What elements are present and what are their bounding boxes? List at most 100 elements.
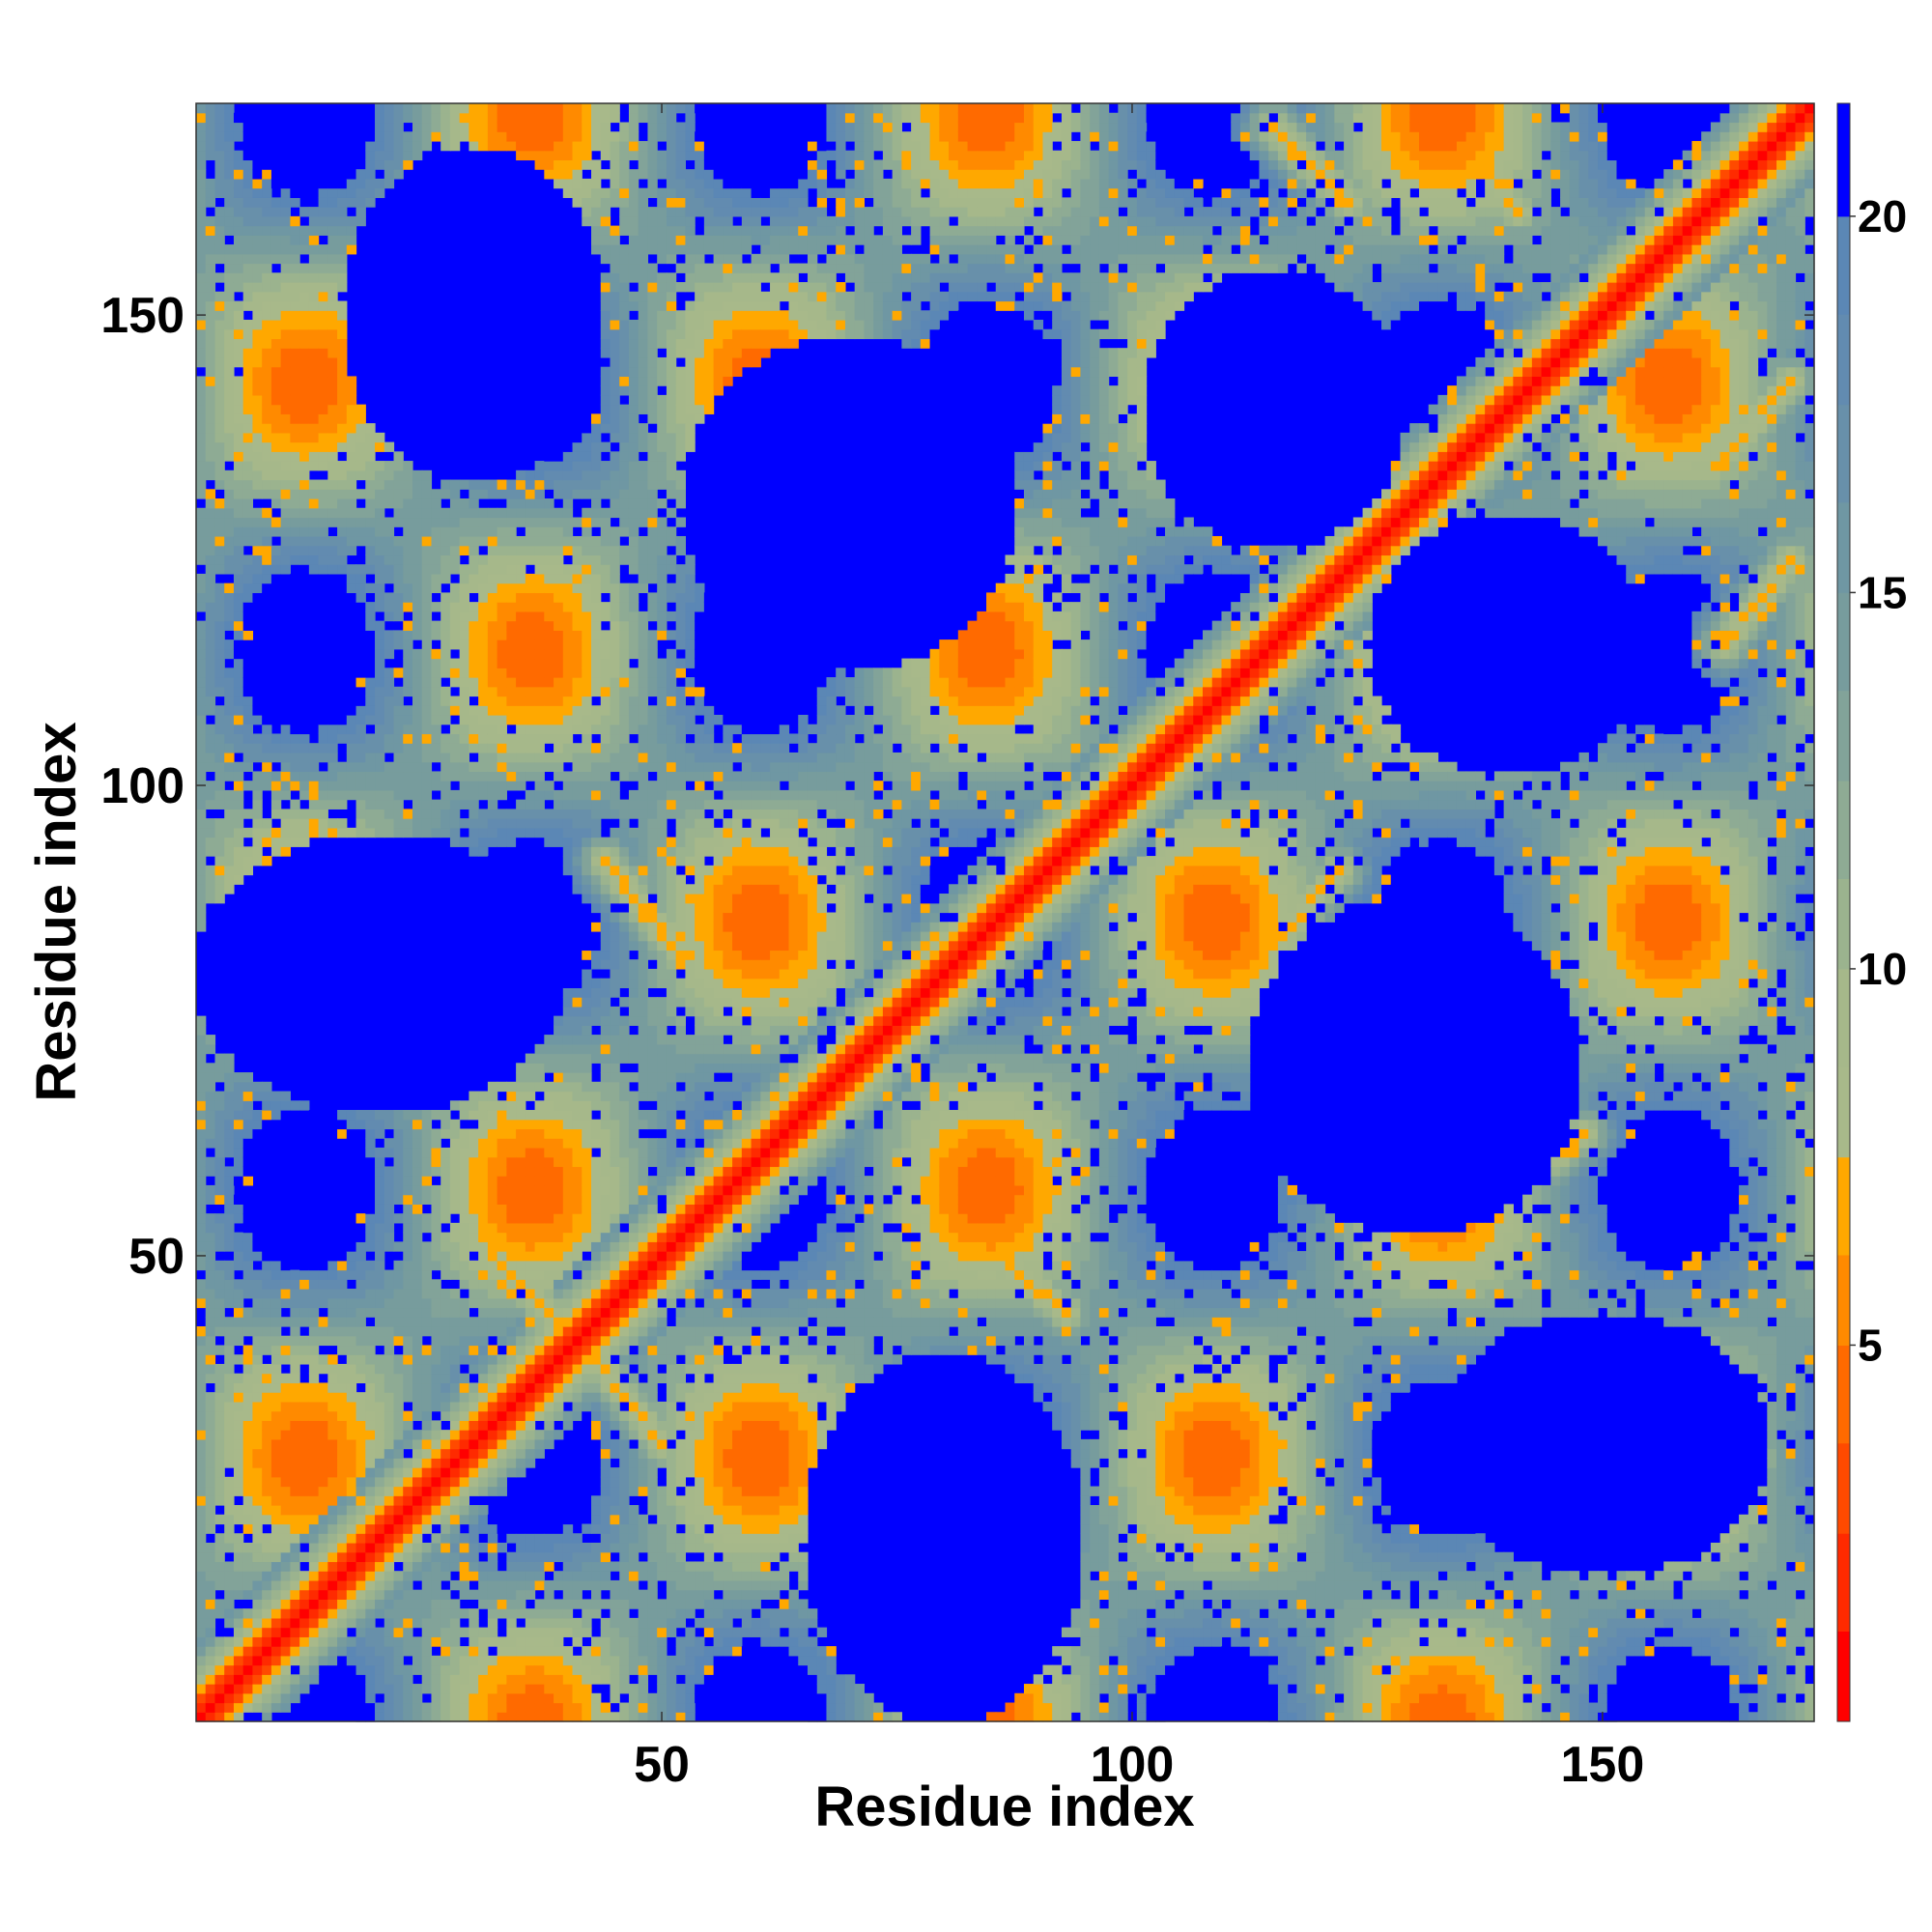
heatmap-cell xyxy=(440,1551,451,1563)
heatmap-cell xyxy=(327,761,338,773)
heatmap-cell xyxy=(534,1335,545,1347)
heatmap-cell xyxy=(393,827,404,838)
heatmap-cell xyxy=(318,489,328,499)
heatmap-cell xyxy=(516,1335,526,1347)
heatmap-cell xyxy=(534,639,545,650)
heatmap-cell xyxy=(421,592,433,603)
heatmap-cell xyxy=(440,705,451,716)
heatmap-cell xyxy=(205,348,216,358)
heatmap-cell xyxy=(516,1373,526,1384)
heatmap-cell xyxy=(299,1251,310,1262)
heatmap-cell xyxy=(449,1533,461,1544)
heatmap-cell xyxy=(242,328,254,340)
heatmap-cell xyxy=(242,1542,254,1553)
heatmap-cell xyxy=(270,1523,282,1534)
heatmap-cell xyxy=(214,103,225,114)
heatmap-cell xyxy=(421,696,433,706)
heatmap-cell xyxy=(591,912,602,923)
heatmap-cell xyxy=(252,1674,263,1685)
heatmap-cell xyxy=(403,1128,413,1139)
heatmap-cell xyxy=(506,140,517,152)
heatmap-cell xyxy=(525,1166,536,1177)
heatmap-cell xyxy=(469,1138,479,1149)
heatmap-cell xyxy=(440,1410,451,1421)
heatmap-cell xyxy=(591,1335,602,1347)
heatmap-cell xyxy=(252,1363,263,1375)
heatmap-cell xyxy=(591,545,602,556)
heatmap-cell xyxy=(233,602,244,612)
heatmap-cell xyxy=(242,1486,254,1496)
heatmap-cell xyxy=(393,1128,404,1139)
heatmap-cell xyxy=(421,479,433,490)
heatmap-cell xyxy=(497,1486,507,1496)
heatmap-cell xyxy=(421,1354,433,1365)
heatmap-cell xyxy=(384,1684,395,1694)
heatmap-cell xyxy=(224,1053,235,1064)
heatmap-cell xyxy=(600,1382,611,1393)
heatmap-cell xyxy=(572,686,582,697)
heatmap-cell xyxy=(516,1401,526,1412)
heatmap-cell xyxy=(224,394,235,406)
heatmap-cell xyxy=(554,1373,564,1384)
heatmap-cell xyxy=(572,1571,582,1581)
heatmap-cell xyxy=(299,356,310,368)
heatmap-cell xyxy=(440,743,451,753)
heatmap-cell xyxy=(308,1458,320,1468)
heatmap-cell xyxy=(572,1684,582,1694)
heatmap-cell xyxy=(591,648,602,660)
heatmap-cell xyxy=(403,1571,413,1581)
heatmap-cell xyxy=(591,1458,602,1468)
heatmap-cell xyxy=(478,781,489,791)
heatmap-cell xyxy=(318,338,328,349)
heatmap-cell xyxy=(469,837,479,847)
heatmap-cell xyxy=(196,677,207,688)
heatmap-cell xyxy=(506,1091,517,1101)
heatmap-cell xyxy=(534,545,545,556)
heatmap-cell xyxy=(544,856,554,867)
heatmap-cell xyxy=(431,1392,441,1403)
heatmap-cell xyxy=(403,705,413,716)
heatmap-cell xyxy=(487,1176,498,1186)
heatmap-cell xyxy=(403,545,413,556)
heatmap-cell xyxy=(506,1279,517,1290)
heatmap-cell xyxy=(562,517,574,527)
heatmap-cell xyxy=(393,781,404,791)
heatmap-cell xyxy=(554,582,564,593)
heatmap-cell xyxy=(233,743,244,753)
heatmap-cell xyxy=(412,818,423,829)
heatmap-cell xyxy=(403,1476,413,1488)
heatmap-cell xyxy=(412,686,423,697)
heatmap-cell xyxy=(299,837,310,847)
heatmap-cell xyxy=(421,630,433,640)
heatmap-cell xyxy=(308,1279,320,1290)
heatmap-cell xyxy=(393,1476,404,1488)
heatmap-cell xyxy=(346,1317,357,1327)
heatmap-cell xyxy=(252,1571,263,1581)
heatmap-cell xyxy=(534,1599,545,1609)
heatmap-cell xyxy=(393,507,404,519)
heatmap-cell xyxy=(252,1646,263,1657)
heatmap-cell xyxy=(375,1269,385,1280)
heatmap-cell xyxy=(544,1091,554,1101)
heatmap-cell xyxy=(497,1269,507,1280)
heatmap-cell xyxy=(393,1571,404,1581)
heatmap-cell xyxy=(233,131,244,142)
heatmap-cell xyxy=(262,1128,272,1139)
heatmap-cell xyxy=(318,1476,328,1488)
heatmap-cell xyxy=(497,743,507,753)
heatmap-cell xyxy=(562,987,574,998)
heatmap-cell xyxy=(270,469,282,481)
heatmap-cell xyxy=(600,1712,611,1722)
heatmap-cell xyxy=(262,526,272,537)
heatmap-cell xyxy=(562,1684,574,1694)
heatmap-cell xyxy=(337,1608,348,1619)
heatmap-cell xyxy=(393,1317,404,1327)
heatmap-cell xyxy=(299,743,310,753)
heatmap-cell xyxy=(280,724,291,735)
heatmap-cell xyxy=(582,668,592,678)
heatmap-cell xyxy=(600,874,611,885)
heatmap-cell xyxy=(233,837,244,847)
heatmap-cell xyxy=(449,1166,461,1177)
heatmap-cell xyxy=(242,743,254,753)
heatmap-cell xyxy=(591,1232,602,1242)
